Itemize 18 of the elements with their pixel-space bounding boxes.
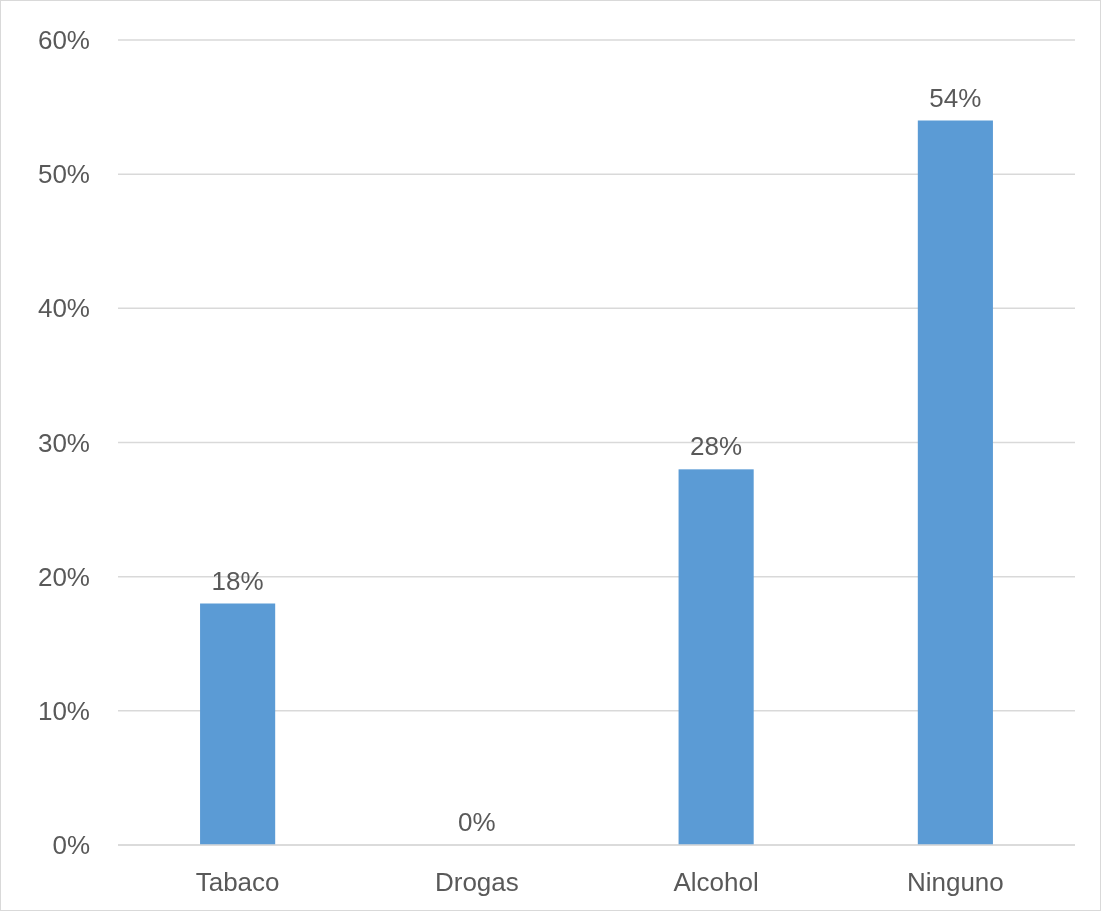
y-tick-label: 60% <box>37 25 90 56</box>
x-tick-label: Drogas <box>434 867 519 897</box>
y-tick-label: 0% <box>52 830 90 861</box>
x-tick-label: Ninguno <box>906 867 1004 897</box>
y-tick-label: 40% <box>37 293 90 324</box>
x-tick-label: Alcohol <box>673 867 759 897</box>
data-label: 0% <box>458 807 496 837</box>
data-label: 28% <box>690 431 743 462</box>
bar <box>678 469 754 845</box>
y-tick-label: 10% <box>37 695 90 726</box>
bar <box>917 120 993 845</box>
data-label: 54% <box>929 82 982 113</box>
bar <box>200 603 276 845</box>
data-label: 18% <box>211 565 264 596</box>
y-tick-label: 50% <box>37 159 90 190</box>
x-tick-label: Tabaco <box>195 867 280 897</box>
y-tick-label: 20% <box>37 561 90 592</box>
y-tick-label: 30% <box>37 427 90 458</box>
